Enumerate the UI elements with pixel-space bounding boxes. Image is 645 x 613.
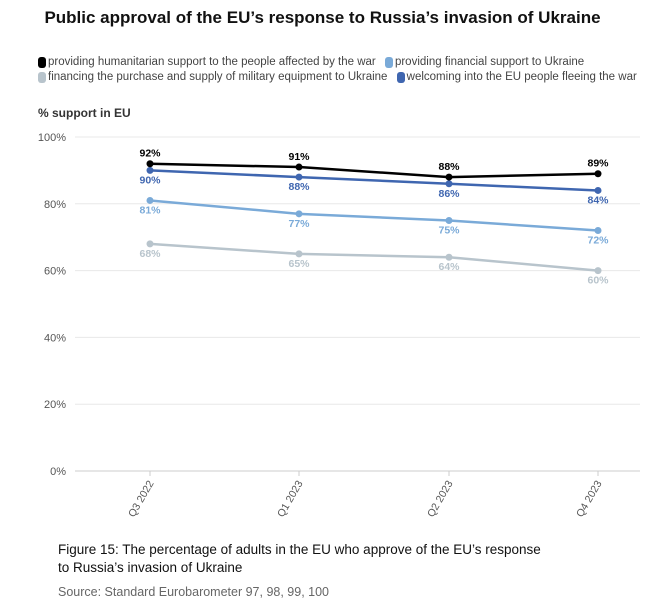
legend-row-2: financing the purchase and supply of mil…: [38, 71, 643, 86]
legend-label: providing humanitarian support to the pe…: [48, 56, 376, 68]
data-label: 86%: [438, 188, 460, 200]
y-tick-label: 100%: [38, 132, 66, 144]
data-label: 90%: [139, 174, 161, 186]
data-label: 88%: [438, 161, 460, 173]
data-label: 89%: [587, 158, 609, 170]
y-axis-label: % support in EU: [38, 106, 131, 120]
data-point: [445, 217, 453, 224]
data-label: 88%: [288, 181, 310, 193]
data-point: [295, 163, 303, 171]
data-point: [146, 166, 154, 174]
data-point: [594, 227, 602, 235]
data-point: [295, 173, 303, 181]
y-tick-label: 40%: [44, 332, 66, 344]
legend-label: financing the purchase and supply of mil…: [48, 71, 388, 83]
data-point: [445, 173, 453, 181]
legend-item-welcoming: welcoming into the EU people fleeing the…: [396, 71, 637, 83]
data-point: [146, 160, 154, 168]
source-note: Source: Standard Eurobarometer 97, 98, 9…: [58, 585, 330, 599]
legend-swatch: [384, 56, 393, 68]
data-point: [594, 170, 602, 178]
legend-swatch: [38, 56, 46, 68]
data-label: 68%: [139, 248, 161, 260]
series-line: [149, 169, 599, 192]
data-point: [445, 253, 453, 261]
data-point: [594, 267, 602, 275]
data-label: 84%: [587, 194, 609, 206]
data-point: [146, 196, 154, 204]
data-label: 60%: [587, 275, 609, 287]
data-label: 72%: [587, 235, 609, 247]
data-label: 91%: [288, 151, 310, 163]
legend-item-financial: providing financial support to Ukraine: [384, 56, 585, 68]
series-line: [149, 162, 599, 179]
x-tick-label: Q2 2023: [425, 478, 456, 519]
caption-line-1: Figure 15: The percentage of adults in t…: [58, 542, 541, 557]
data-label: 81%: [139, 204, 161, 216]
x-tick-label: Q4 2023: [574, 478, 605, 519]
legend-item-humanitarian: providing humanitarian support to the pe…: [38, 56, 376, 68]
caption-line-2: to Russia’s invasion of Ukraine: [58, 560, 243, 575]
x-tick-label: Q3 2022: [126, 478, 157, 519]
y-tick-label: 60%: [44, 266, 66, 278]
data-label: 64%: [438, 261, 460, 273]
chart-title: Public approval of the EU’s response to …: [44, 8, 601, 27]
x-tick-label: Q1 2023: [275, 478, 306, 519]
y-tick-label: 80%: [44, 199, 66, 211]
data-point: [445, 180, 453, 188]
data-point: [146, 240, 154, 248]
data-label: 75%: [438, 225, 460, 237]
data-label: 77%: [288, 218, 310, 230]
y-tick-label: 0%: [50, 466, 66, 478]
legend-label: welcoming into the EU people fleeing the…: [406, 71, 637, 83]
data-point: [295, 250, 303, 258]
legend-swatch: [396, 71, 405, 83]
legend-label: providing financial support to Ukraine: [394, 56, 585, 68]
series-line: [149, 242, 599, 272]
legend-row-1: providing humanitarian support to the pe…: [38, 56, 590, 71]
data-point: [594, 186, 602, 194]
data-label: 92%: [139, 148, 161, 160]
legend-item-military: financing the purchase and supply of mil…: [38, 71, 387, 83]
data-label: 65%: [288, 258, 310, 270]
y-tick-label: 20%: [44, 399, 66, 411]
series-line: [149, 199, 599, 232]
data-point: [295, 210, 303, 218]
legend-swatch: [38, 71, 46, 83]
line-chart: 0% 20% 40% 60% 80% 100% Q3 2022 Q1 2023 Q2 2023 Q…: [38, 132, 640, 519]
